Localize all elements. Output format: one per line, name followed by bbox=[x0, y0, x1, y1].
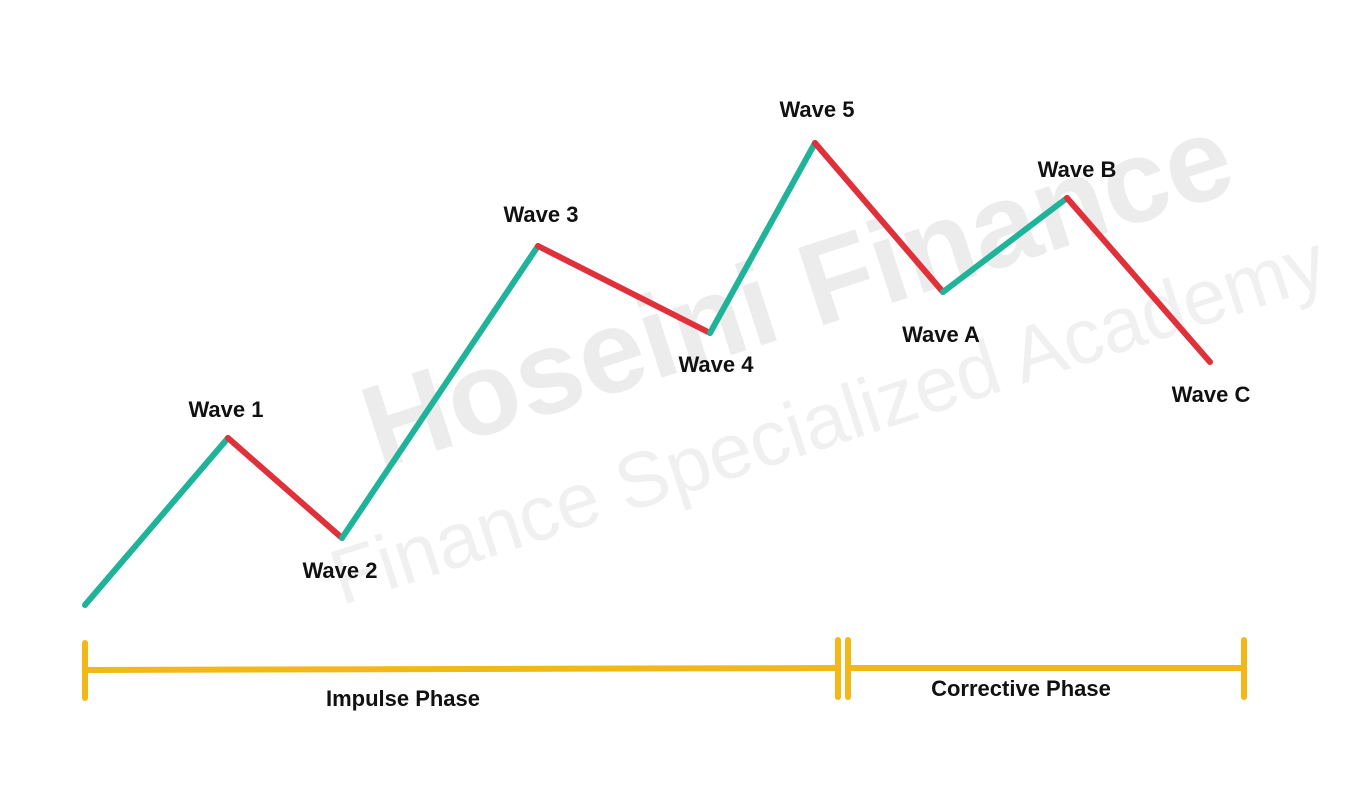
wave-segment bbox=[1064, 195, 1213, 365]
wave-lines bbox=[82, 140, 1213, 608]
phase-brackets: Impulse Phase Corrective Phase bbox=[82, 637, 1247, 711]
bracket-line bbox=[82, 665, 841, 673]
wave-segment bbox=[225, 435, 345, 541]
phase-label: Impulse Phase bbox=[326, 686, 480, 711]
wave-segment bbox=[535, 243, 713, 336]
wave-segment bbox=[707, 140, 818, 336]
watermark: Hoseini Finance Finance Specialized Acad… bbox=[320, 89, 1337, 622]
wave-label: Wave 1 bbox=[188, 397, 263, 422]
wave-label: Wave 2 bbox=[302, 558, 377, 583]
wave-label: Wave 5 bbox=[779, 97, 854, 122]
wave-label: Wave B bbox=[1038, 157, 1117, 182]
wave-labels: Wave 1 Wave 2 Wave 3 Wave 4 Wave 5 Wave … bbox=[188, 97, 1250, 583]
phase-label: Corrective Phase bbox=[931, 676, 1111, 701]
wave-segment bbox=[940, 195, 1070, 295]
wave-label: Wave 3 bbox=[503, 202, 578, 227]
wave-segment bbox=[812, 140, 946, 295]
wave-segment bbox=[82, 435, 231, 608]
wave-label: Wave C bbox=[1172, 382, 1251, 407]
wave-label: Wave A bbox=[902, 322, 980, 347]
wave-segment bbox=[339, 243, 541, 541]
wave-label: Wave 4 bbox=[678, 352, 754, 377]
